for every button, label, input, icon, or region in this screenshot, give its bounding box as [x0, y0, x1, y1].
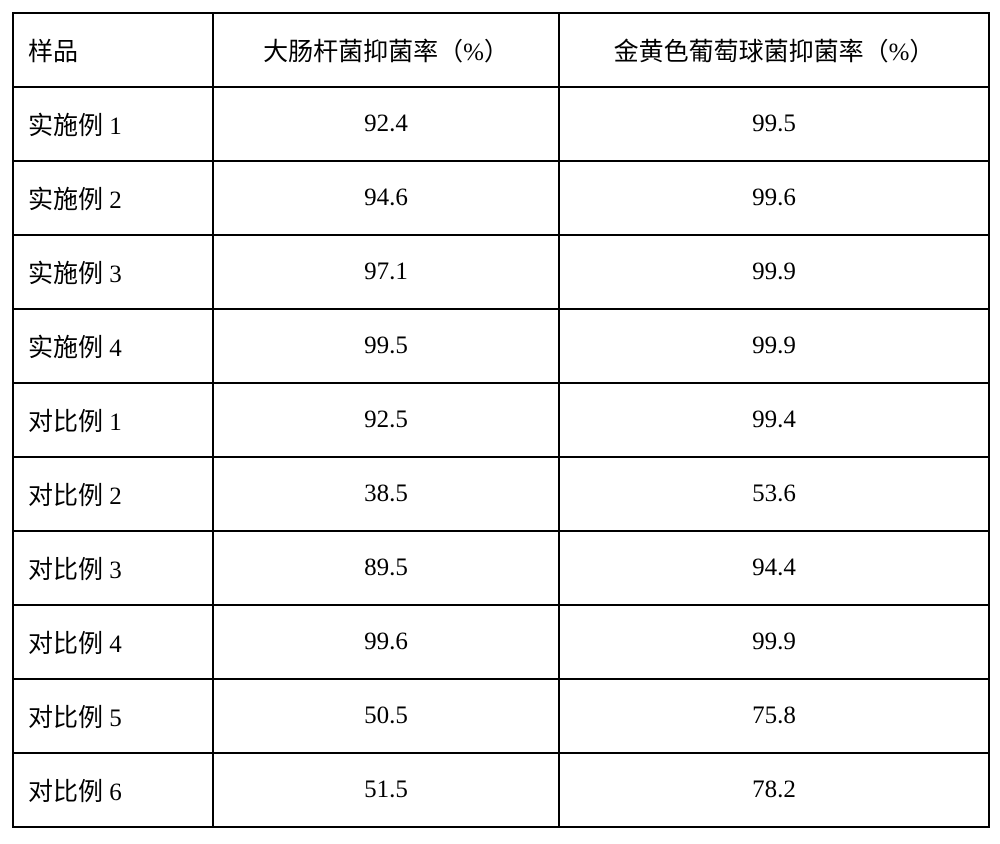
cell-ecoli: 99.5	[213, 309, 559, 383]
cell-sample: 实施例 1	[13, 87, 213, 161]
cell-ecoli: 89.5	[213, 531, 559, 605]
cell-sample: 对比例 6	[13, 753, 213, 827]
data-table: 样品 大肠杆菌抑菌率（%） 金黄色葡萄球菌抑菌率（%） 实施例 1 92.4 9…	[12, 12, 990, 828]
table-row: 对比例 6 51.5 78.2	[13, 753, 989, 827]
cell-sample: 对比例 3	[13, 531, 213, 605]
cell-staph: 78.2	[559, 753, 989, 827]
cell-staph: 99.6	[559, 161, 989, 235]
table-row: 对比例 3 89.5 94.4	[13, 531, 989, 605]
cell-ecoli: 38.5	[213, 457, 559, 531]
cell-staph: 99.5	[559, 87, 989, 161]
cell-sample: 对比例 4	[13, 605, 213, 679]
cell-sample: 实施例 3	[13, 235, 213, 309]
cell-staph: 75.8	[559, 679, 989, 753]
table-row: 对比例 1 92.5 99.4	[13, 383, 989, 457]
cell-ecoli: 99.6	[213, 605, 559, 679]
cell-ecoli: 50.5	[213, 679, 559, 753]
cell-ecoli: 97.1	[213, 235, 559, 309]
cell-sample: 对比例 2	[13, 457, 213, 531]
cell-staph: 99.4	[559, 383, 989, 457]
cell-staph: 53.6	[559, 457, 989, 531]
table-row: 实施例 3 97.1 99.9	[13, 235, 989, 309]
cell-sample: 对比例 5	[13, 679, 213, 753]
cell-ecoli: 92.4	[213, 87, 559, 161]
cell-staph: 99.9	[559, 605, 989, 679]
header-ecoli: 大肠杆菌抑菌率（%）	[213, 13, 559, 87]
table-row: 实施例 1 92.4 99.5	[13, 87, 989, 161]
cell-ecoli: 51.5	[213, 753, 559, 827]
table-row: 对比例 4 99.6 99.9	[13, 605, 989, 679]
table-row: 实施例 2 94.6 99.6	[13, 161, 989, 235]
table-row: 实施例 4 99.5 99.9	[13, 309, 989, 383]
cell-staph: 94.4	[559, 531, 989, 605]
cell-ecoli: 92.5	[213, 383, 559, 457]
cell-ecoli: 94.6	[213, 161, 559, 235]
cell-staph: 99.9	[559, 309, 989, 383]
table-row: 对比例 5 50.5 75.8	[13, 679, 989, 753]
cell-sample: 对比例 1	[13, 383, 213, 457]
header-sample: 样品	[13, 13, 213, 87]
table-row: 对比例 2 38.5 53.6	[13, 457, 989, 531]
header-staph: 金黄色葡萄球菌抑菌率（%）	[559, 13, 989, 87]
cell-sample: 实施例 4	[13, 309, 213, 383]
cell-staph: 99.9	[559, 235, 989, 309]
table-header-row: 样品 大肠杆菌抑菌率（%） 金黄色葡萄球菌抑菌率（%）	[13, 13, 989, 87]
cell-sample: 实施例 2	[13, 161, 213, 235]
